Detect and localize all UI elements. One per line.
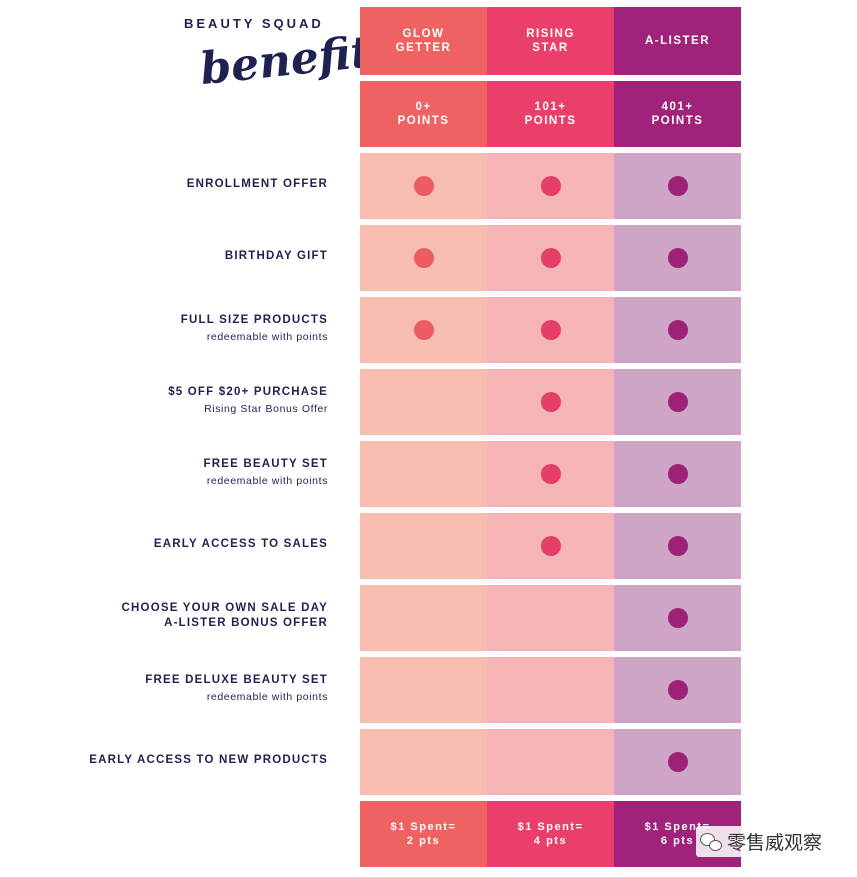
benefit-cell [487, 369, 614, 435]
benefit-name: FREE BEAUTY SET [203, 458, 328, 470]
benefit-label: EARLY ACCESS TO NEW PRODUCTS [0, 727, 328, 793]
benefit-label: EARLY ACCESS TO SALES [0, 511, 328, 577]
benefit-cell [360, 585, 487, 651]
benefit-labels: ENROLLMENT OFFER BIRTHDAY GIFT FULL SIZE P… [0, 151, 328, 799]
benefit-cell [487, 297, 614, 363]
benefit-label: FULL SIZE PRODUCTS redeemable with points [0, 295, 328, 361]
included-dot-icon [667, 320, 688, 340]
included-dot-icon [667, 536, 688, 556]
benefit-cell [614, 585, 741, 651]
included-dot-icon [667, 176, 688, 196]
tier-name-row: GLOW GETTER RISING STAR A-LISTER [360, 7, 741, 75]
benefit-label: BIRTHDAY GIFT [0, 223, 328, 289]
included-dot-icon [667, 248, 688, 268]
wechat-icon [700, 832, 722, 851]
included-dot-icon [540, 248, 561, 268]
benefit-label: FREE BEAUTY SET redeemable with points [0, 439, 328, 505]
benefit-cell [614, 297, 741, 363]
tier-points-row: 0+ POINTS 101+ POINTS 401+ POINTS [360, 81, 741, 147]
benefit-name: EARLY ACCESS TO NEW PRODUCTS [89, 753, 328, 766]
benefit-cell [487, 225, 614, 291]
tier-name-rising-star: RISING STAR [487, 7, 614, 75]
benefit-cell [360, 729, 487, 795]
benefit-cell [360, 513, 487, 579]
benefit-cell [360, 297, 487, 363]
included-dot-icon [540, 464, 561, 484]
benefit-subtitle: redeemable with points [206, 691, 328, 703]
benefit-rows [360, 153, 741, 795]
benefit-cell [487, 441, 614, 507]
benefit-cell [360, 153, 487, 219]
earn-rate-row: $1 Spent= 2 pts $1 Spent= 4 pts $1 Spent= 6… [360, 801, 741, 867]
tier-points-glow-getter: 0+ POINTS [360, 81, 487, 147]
benefit-cell [487, 153, 614, 219]
tier-name-glow-getter: GLOW GETTER [360, 7, 487, 75]
benefit-subtitle: Rising Star Bonus Offer [204, 403, 328, 415]
included-dot-icon [667, 680, 688, 700]
benefit-row [360, 585, 741, 651]
benefits-table: GLOW GETTER RISING STAR A-LISTER 0+ POINTS … [360, 7, 741, 873]
included-dot-icon [540, 536, 561, 556]
benefit-cell [487, 729, 614, 795]
benefit-label: FREE DELUXE BEAUTY SET redeemable with po… [0, 655, 328, 721]
benefit-row [360, 297, 741, 363]
benefit-name: EARLY ACCESS TO SALES [153, 537, 328, 550]
benefit-row [360, 225, 741, 291]
included-dot-icon [540, 320, 561, 340]
benefit-name: $5 OFF $20+ PURCHASE [168, 386, 328, 398]
benefit-cell [360, 225, 487, 291]
benefit-subtitle: redeemable with points [206, 475, 328, 487]
earn-rate-rising-star: $1 Spent= 4 pts [487, 801, 614, 867]
included-dot-icon [413, 320, 434, 340]
benefit-name: FULL SIZE PRODUCTS [180, 314, 328, 326]
included-dot-icon [540, 392, 561, 412]
heading-small: BEAUTY SQUAD [184, 16, 324, 31]
tier-name-a-lister: A-LISTER [614, 7, 741, 75]
included-dot-icon [540, 176, 561, 196]
included-dot-icon [413, 248, 434, 268]
included-dot-icon [413, 176, 434, 196]
benefit-cell [614, 729, 741, 795]
included-dot-icon [667, 392, 688, 412]
tier-points-rising-star: 101+ POINTS [487, 81, 614, 147]
benefit-label: ENROLLMENT OFFER [0, 151, 328, 217]
benefit-name: CHOOSE YOUR OWN SALE DAY [121, 602, 328, 614]
benefit-cell [614, 369, 741, 435]
benefit-row [360, 729, 741, 795]
benefit-name: BIRTHDAY GIFT [224, 249, 328, 262]
benefit-cell [614, 441, 741, 507]
benefit-name-line2: A-LISTER BONUS OFFER [164, 617, 328, 629]
earn-rate-glow-getter: $1 Spent= 2 pts [360, 801, 487, 867]
benefit-name: ENROLLMENT OFFER [186, 177, 328, 190]
benefit-row [360, 153, 741, 219]
benefit-cell [360, 369, 487, 435]
benefit-row [360, 513, 741, 579]
benefit-label: CHOOSE YOUR OWN SALE DAY A-LISTER BONUS O… [0, 583, 328, 649]
benefit-subtitle: redeemable with points [206, 331, 328, 343]
watermark: 零售威观察 [696, 826, 827, 857]
tier-points-a-lister: 401+ POINTS [614, 81, 741, 147]
benefit-cell [487, 657, 614, 723]
benefit-row [360, 369, 741, 435]
benefit-row [360, 441, 741, 507]
benefit-cell [614, 153, 741, 219]
included-dot-icon [667, 464, 688, 484]
benefit-label: $5 OFF $20+ PURCHASE Rising Star Bonus Of… [0, 367, 328, 433]
benefit-cell [614, 513, 741, 579]
included-dot-icon [667, 752, 688, 772]
benefit-name: FREE DELUXE BEAUTY SET [145, 674, 328, 686]
benefit-cell [614, 225, 741, 291]
benefit-cell [614, 657, 741, 723]
benefit-cell [360, 657, 487, 723]
benefit-cell [487, 513, 614, 579]
benefit-cell [487, 585, 614, 651]
included-dot-icon [667, 608, 688, 628]
benefit-cell [360, 441, 487, 507]
watermark-text: 零售威观察 [727, 833, 823, 854]
benefit-row [360, 657, 741, 723]
